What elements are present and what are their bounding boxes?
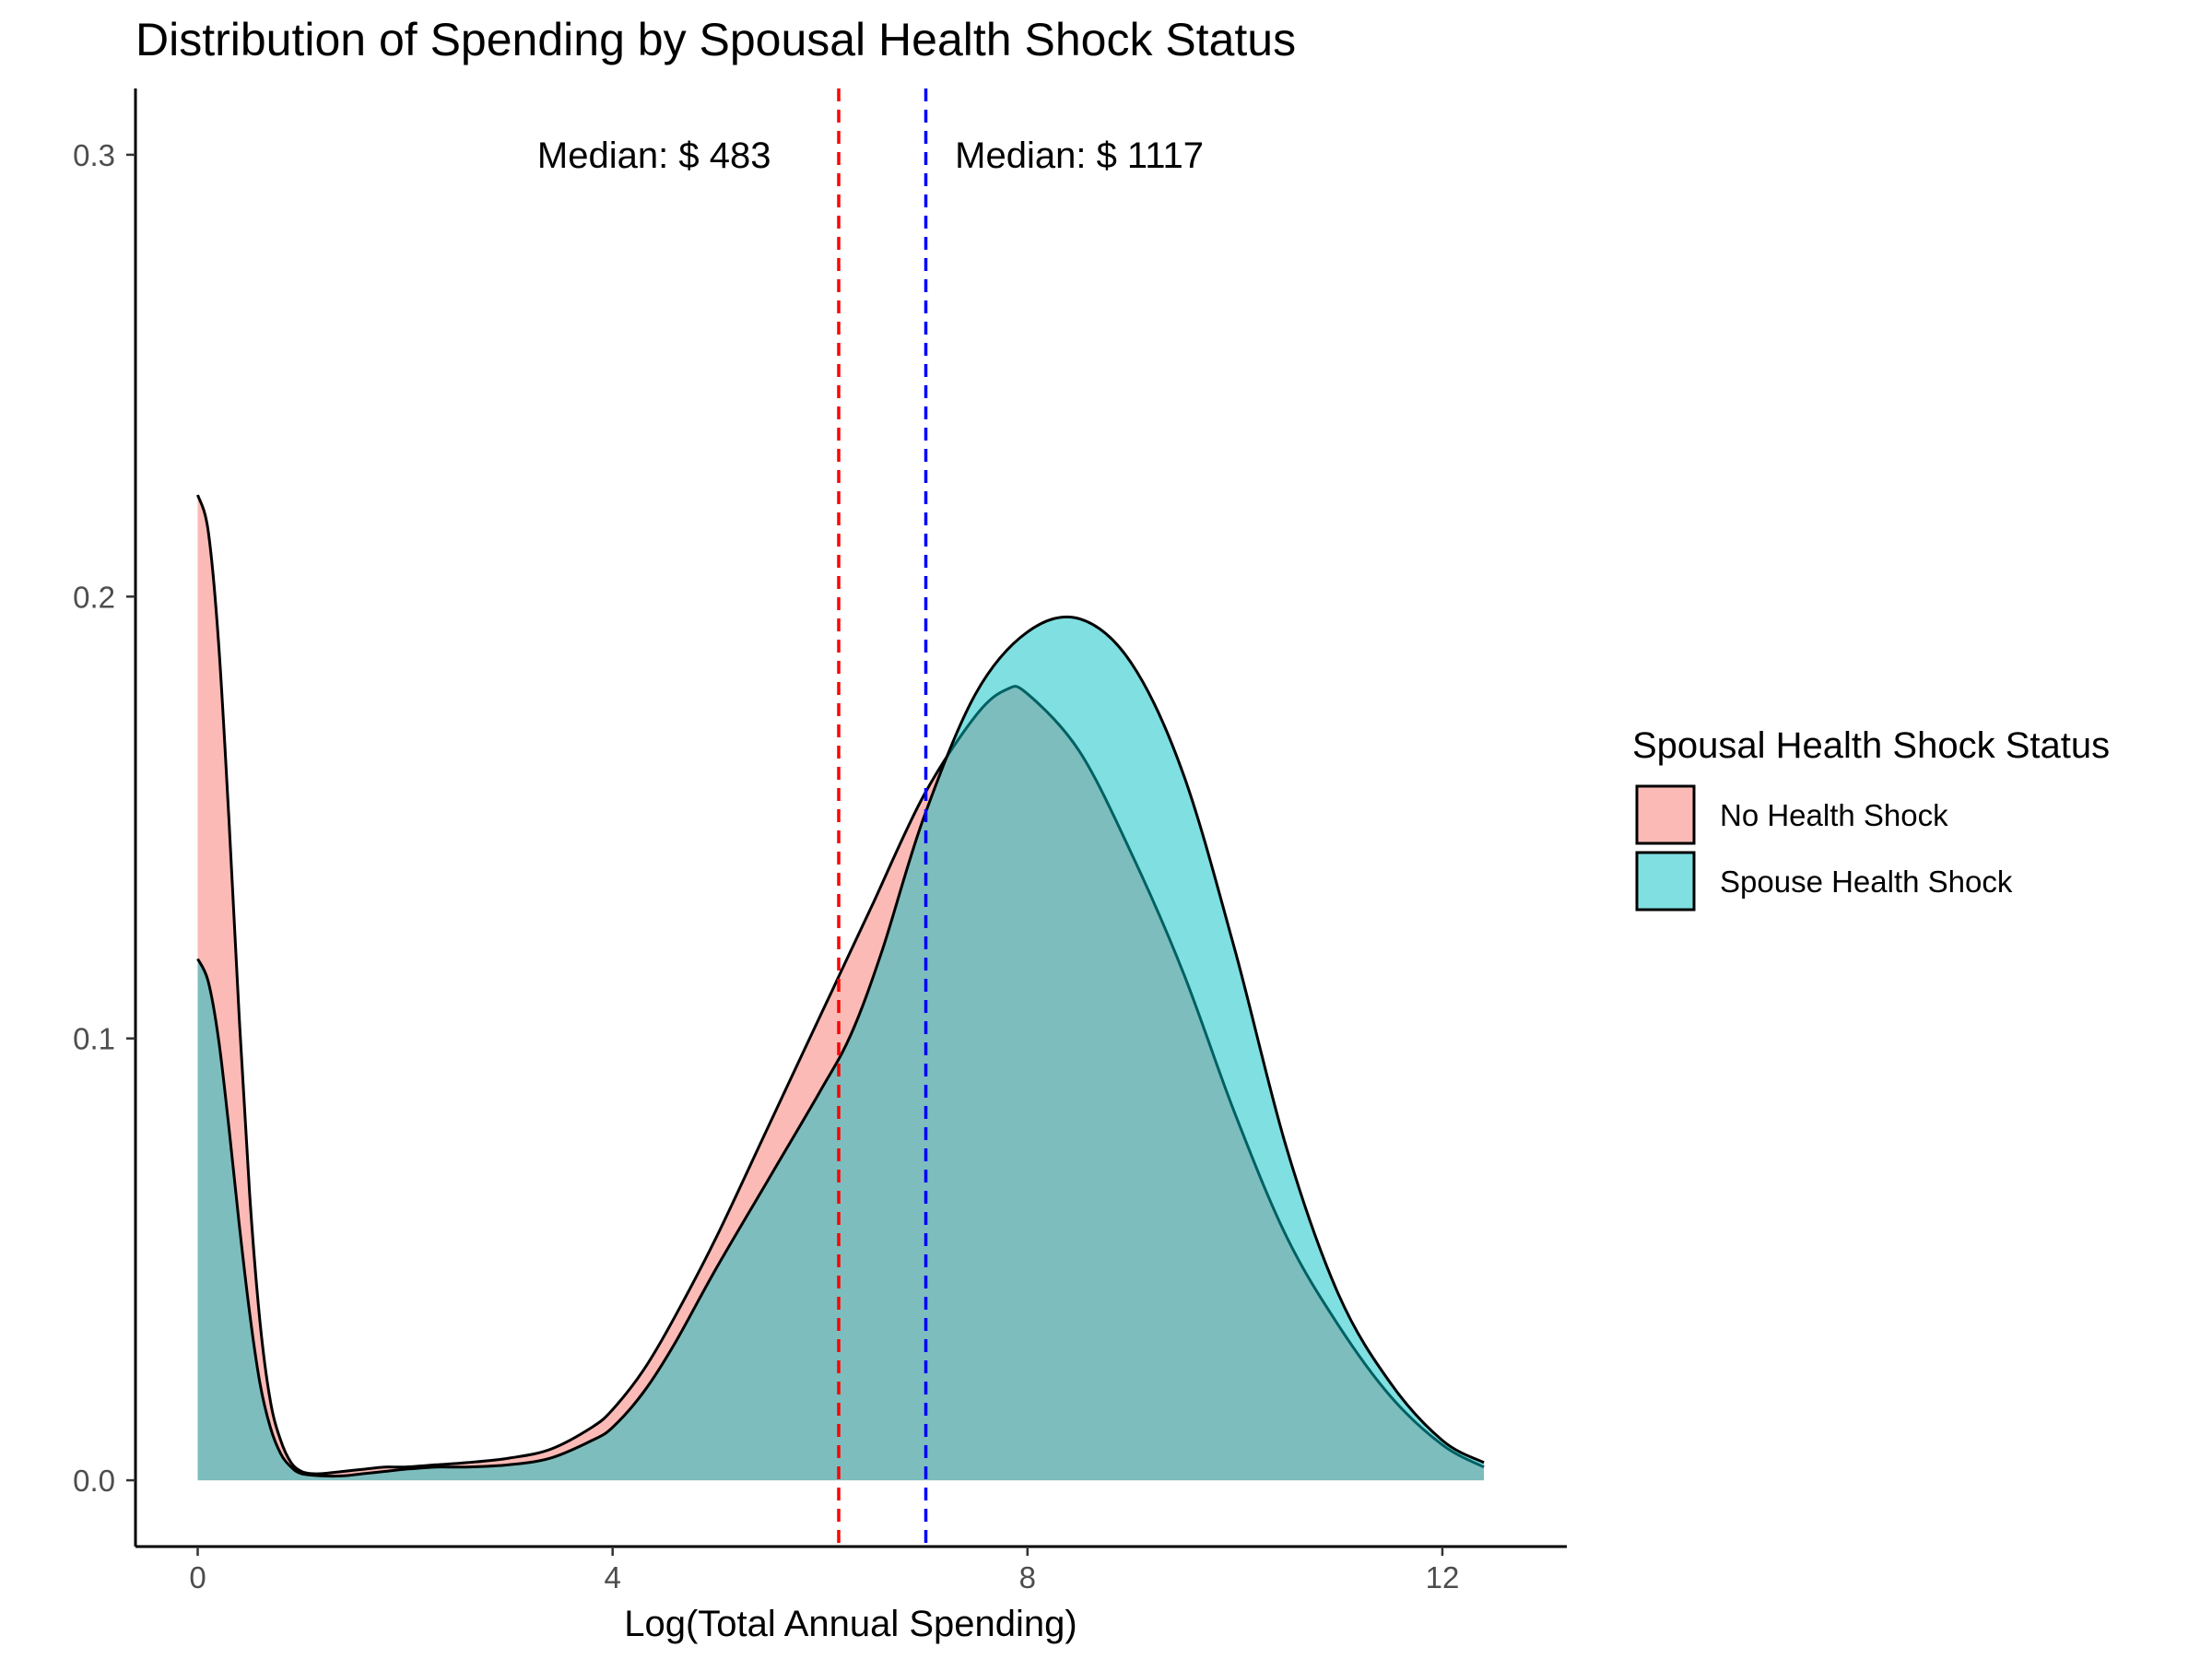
- median-annotations: Median: $ 483 Median: $ 1117: [537, 135, 1204, 176]
- legend-swatch-2: [1635, 851, 1696, 912]
- median-lines: [837, 88, 928, 1547]
- chart-title: Distribution of Spending by Spousal Heal…: [135, 14, 1296, 65]
- density-line-2: [196, 615, 1485, 1478]
- median-label-1: Median: $ 483: [537, 135, 771, 176]
- median-label-2: Median: $ 1117: [955, 135, 1204, 176]
- y-tick-label: 0.3: [73, 138, 115, 172]
- x-axis-title: Log(Total Annual Spending): [624, 1604, 1077, 1644]
- x-tick-label: 4: [604, 1560, 620, 1594]
- y-tick-label: 0.2: [73, 580, 115, 614]
- axis-ticks: 0 4 8 12 0.0 0.1 0.2 0.3: [73, 138, 1459, 1594]
- density-series: [196, 494, 1485, 1481]
- legend-swatch-1: [1635, 784, 1696, 845]
- y-tick-label: 0.1: [73, 1022, 115, 1056]
- x-tick-label: 12: [1426, 1560, 1460, 1594]
- legend-items: No Health Shock Spouse Health Shock: [1635, 784, 2013, 912]
- y-tick-label: 0.0: [73, 1464, 115, 1498]
- legend-title: Spousal Health Shock Status: [1632, 725, 2110, 766]
- x-tick-label: 8: [1019, 1560, 1036, 1594]
- density-area-2: [197, 617, 1484, 1481]
- x-tick-label: 0: [189, 1560, 206, 1594]
- axes: [134, 88, 1567, 1548]
- legend: Spousal Health Shock Status No Health Sh…: [1632, 725, 2110, 912]
- legend-label-2: Spouse Health Shock: [1720, 865, 2013, 899]
- legend-label-1: No Health Shock: [1720, 798, 1948, 832]
